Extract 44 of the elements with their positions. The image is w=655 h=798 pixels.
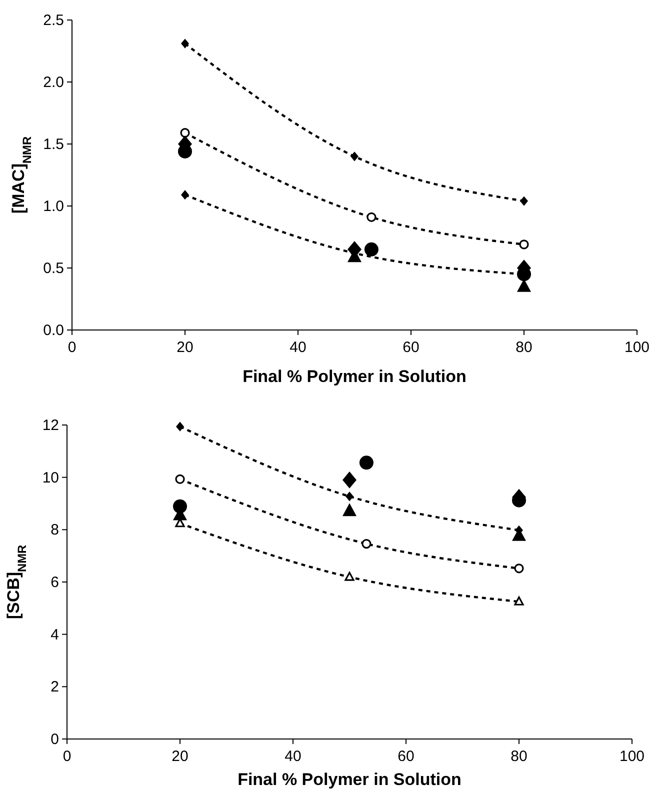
point [175, 474, 185, 484]
y-tick-label: 4 [50, 626, 59, 644]
x-tick-label: 40 [290, 339, 306, 356]
point [176, 422, 184, 432]
point [344, 572, 354, 581]
x-tick-label: 100 [624, 339, 650, 356]
x-axis-title: Final % Polymer in Solution [238, 770, 462, 789]
x-tick-label: 0 [68, 339, 76, 356]
point [366, 212, 376, 222]
point [514, 564, 524, 574]
y-tick-label: 0 [50, 731, 59, 748]
y-tick-label: 0.0 [43, 322, 64, 339]
y-tick-label: 2 [50, 678, 59, 696]
point [519, 240, 529, 250]
y-tick-label: 1.0 [43, 198, 64, 215]
point [350, 152, 358, 162]
x-tick-label: 80 [510, 748, 528, 765]
x-tick-label: 20 [176, 339, 194, 356]
point [359, 456, 374, 470]
y-tick-label: 12 [42, 417, 59, 434]
y-tick-label: 2.0 [43, 74, 64, 91]
y-tick-label: 0.5 [43, 260, 64, 277]
x-tick-label: 40 [284, 748, 302, 765]
y-tick-label: 8 [50, 522, 59, 539]
y-tick-label: 10 [42, 469, 59, 486]
point [342, 472, 356, 488]
x-tick-label: 60 [398, 748, 414, 765]
point [362, 538, 372, 549]
x-tick-label: 100 [619, 748, 645, 765]
x-tick-label: 60 [402, 339, 420, 356]
x-tick-label: 20 [172, 748, 188, 765]
y-tick-label: 2.5 [43, 12, 64, 29]
y-tick-label: 6 [50, 574, 59, 591]
point [346, 492, 354, 502]
point [180, 128, 190, 138]
point [342, 503, 356, 516]
y-tick-label: 1.5 [43, 136, 64, 153]
point [514, 596, 524, 606]
point [520, 196, 528, 206]
point [181, 190, 189, 200]
point [364, 242, 378, 256]
x-axis-title: Final % Polymer in Solution [242, 367, 466, 386]
x-tick-label: 80 [516, 339, 532, 356]
point [181, 38, 189, 48]
